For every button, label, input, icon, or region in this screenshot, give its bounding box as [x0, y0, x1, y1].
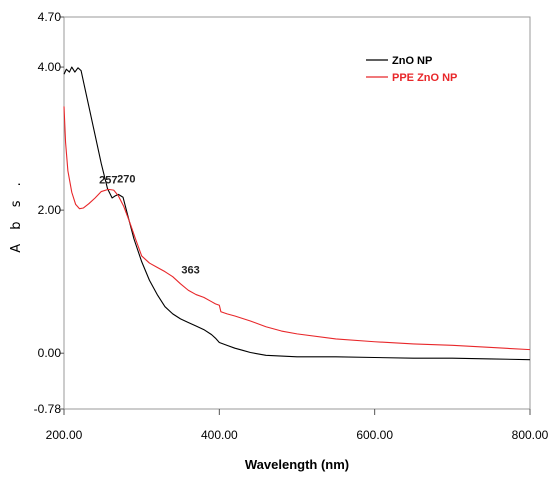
- x-tick-label: 400.00: [201, 428, 238, 442]
- x-axis-title: Wavelength (nm): [245, 457, 349, 472]
- y-axis-title: A b s .: [9, 177, 24, 252]
- legend-label-ppe: PPE ZnO NP: [392, 72, 457, 84]
- y-tick-label: 4.00: [38, 60, 62, 74]
- y-tick-label: 2.00: [38, 203, 62, 217]
- legend-label-zno: ZnO NP: [392, 55, 432, 67]
- x-tick-label: 600.00: [356, 428, 393, 442]
- tick-labels: 200.00 400.00 600.00 800.00 4.70 4.00 2.00 0.00…: [34, 10, 549, 442]
- peak-label-363: 363: [181, 265, 199, 277]
- series-line-ppe-zno-np: [63, 106, 531, 351]
- plot-frame: [63, 16, 531, 410]
- annotation-layer: 257 270 363: [99, 173, 200, 276]
- series-layer: [63, 66, 531, 361]
- x-tick-label: 800.00: [512, 428, 549, 442]
- y-tick-label: 4.70: [38, 10, 62, 24]
- x-tick-label: 200.00: [46, 428, 83, 442]
- legend: ZnO NP PPE ZnO NP: [366, 55, 457, 84]
- peak-label-257: 257: [99, 174, 117, 186]
- series-line-zno-np: [63, 66, 531, 361]
- y-tick-label: 0.00: [38, 346, 62, 360]
- peak-label-270: 270: [117, 173, 135, 185]
- y-tick-label: -0.78: [34, 402, 62, 416]
- axis-ticks: [60, 16, 531, 415]
